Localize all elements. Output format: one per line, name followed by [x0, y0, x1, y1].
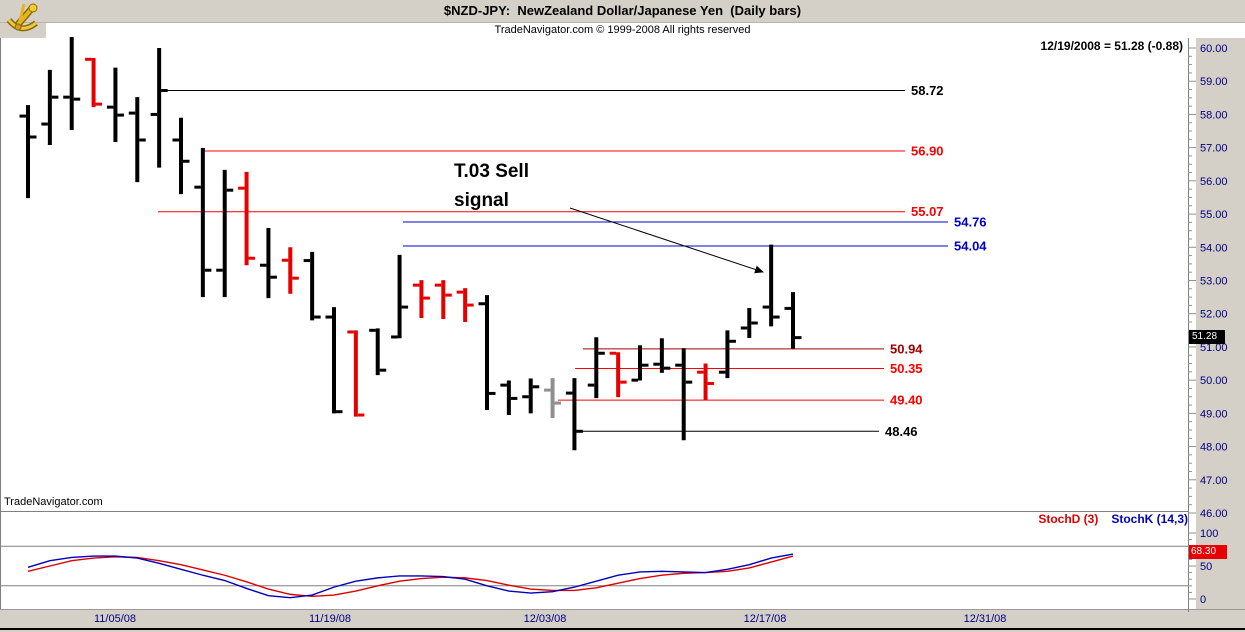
legend-stochk[interactable]: StochK (14,3) [1111, 512, 1188, 526]
price-axis-pane[interactable] [1196, 38, 1245, 612]
price-pane[interactable] [0, 38, 1188, 511]
last-quote-readout: 12/19/2008 = 51.28 (-0.88) [1040, 39, 1183, 53]
sextant-eyepiece [28, 3, 38, 13]
sextant-icon [6, 3, 38, 32]
sextant-pivot [14, 23, 22, 31]
watermark: TradeNavigator.com [4, 496, 103, 508]
indicator-legend: StochD (3) StochK (14,3) [1038, 512, 1188, 526]
chart-title: $NZD-JPY: NewZealand Dollar/Japanese Yen… [0, 0, 1245, 23]
stochastic-pane[interactable] [0, 511, 1188, 609]
copyright-text: TradeNavigator.com © 1999-2008 All right… [494, 24, 751, 36]
legend-stochd[interactable]: StochD (3) [1038, 512, 1099, 526]
annotation-line-1: T.03 Sell [454, 161, 529, 182]
annotation-line-2: signal [454, 190, 509, 211]
stoch-value-marker: 68.30 [1189, 545, 1227, 559]
last-price-marker: 51.28 [1189, 330, 1225, 344]
sextant-arc [7, 19, 37, 30]
date-axis-band[interactable] [0, 609, 1245, 632]
bottom-border [0, 628, 1245, 630]
sell-signal-annotation[interactable]: T.03 Sell signal [454, 157, 529, 215]
